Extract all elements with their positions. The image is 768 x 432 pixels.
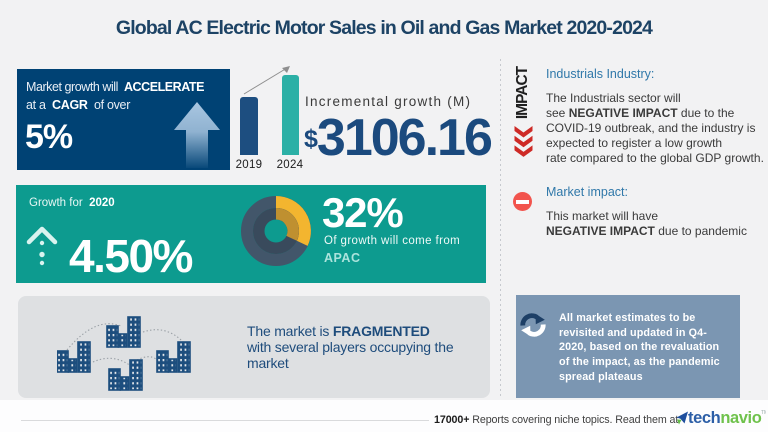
svg-text:technavio: technavio xyxy=(688,409,762,427)
svg-text:TM: TM xyxy=(761,410,766,416)
